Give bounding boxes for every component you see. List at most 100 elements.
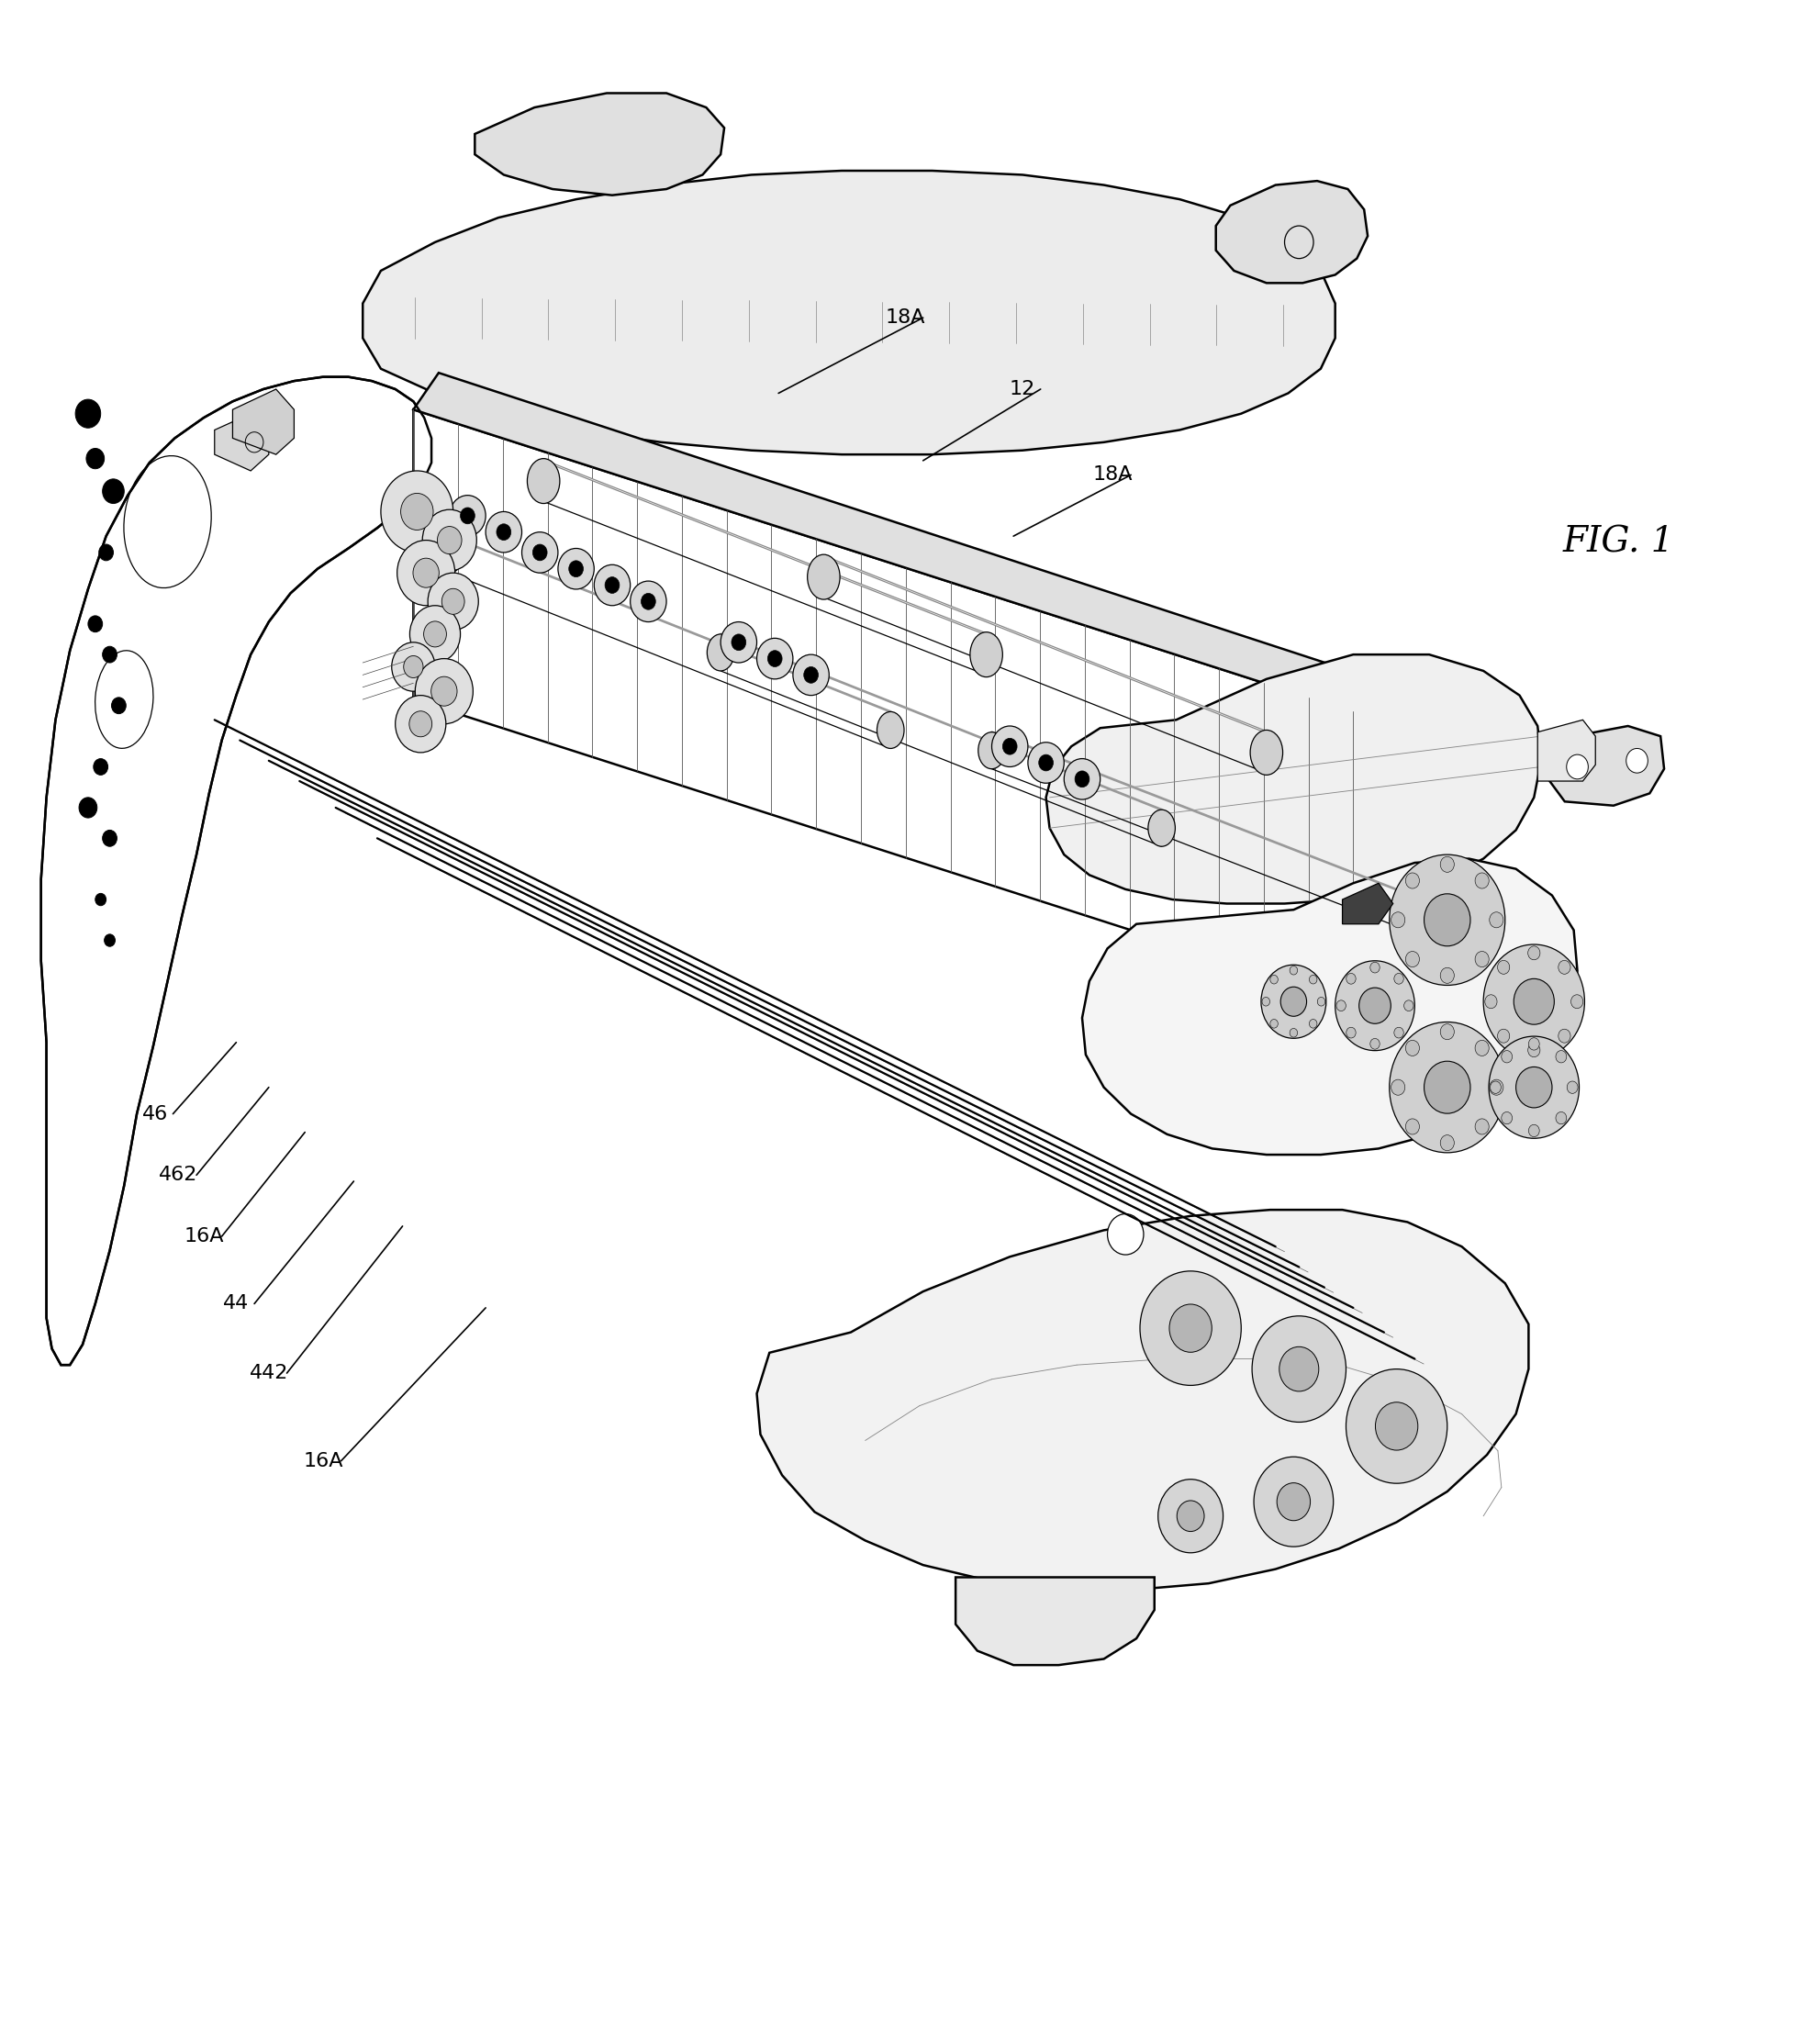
Circle shape <box>1528 946 1540 961</box>
Circle shape <box>1370 1038 1379 1049</box>
Circle shape <box>396 540 454 605</box>
Text: 442: 442 <box>250 1363 288 1382</box>
Circle shape <box>1176 1500 1204 1531</box>
Circle shape <box>1075 771 1090 787</box>
Circle shape <box>1441 856 1453 873</box>
Circle shape <box>1336 1000 1347 1012</box>
Text: 16A: 16A <box>302 1451 342 1470</box>
Circle shape <box>424 621 447 648</box>
Polygon shape <box>1546 726 1663 805</box>
Polygon shape <box>413 409 1354 1002</box>
Circle shape <box>1528 1042 1540 1057</box>
Circle shape <box>1390 854 1506 985</box>
Ellipse shape <box>1148 809 1175 846</box>
Circle shape <box>804 666 818 683</box>
Circle shape <box>1309 1020 1318 1028</box>
Circle shape <box>1441 967 1453 983</box>
Text: 44: 44 <box>223 1294 250 1312</box>
Ellipse shape <box>1251 730 1283 775</box>
Circle shape <box>414 658 472 724</box>
Text: FIG. 1: FIG. 1 <box>1564 525 1674 560</box>
Circle shape <box>1370 963 1379 973</box>
Circle shape <box>1475 873 1490 889</box>
Polygon shape <box>413 372 1376 711</box>
Polygon shape <box>757 1210 1529 1590</box>
Circle shape <box>1490 1036 1578 1139</box>
Circle shape <box>80 797 98 818</box>
Text: 46: 46 <box>141 1104 168 1122</box>
Circle shape <box>1490 1081 1500 1094</box>
Circle shape <box>1271 1020 1278 1028</box>
Circle shape <box>532 544 547 560</box>
Ellipse shape <box>970 632 1003 677</box>
Polygon shape <box>362 172 1336 454</box>
Circle shape <box>1529 1124 1540 1136</box>
Circle shape <box>1405 1000 1414 1012</box>
Circle shape <box>1497 1028 1510 1042</box>
Circle shape <box>94 758 109 775</box>
Ellipse shape <box>436 536 463 572</box>
Polygon shape <box>42 376 431 1365</box>
Circle shape <box>767 650 782 666</box>
Circle shape <box>1280 1347 1319 1392</box>
Circle shape <box>1484 944 1584 1059</box>
Circle shape <box>594 564 630 605</box>
Circle shape <box>1262 997 1271 1006</box>
Circle shape <box>1003 738 1017 754</box>
Circle shape <box>1064 758 1100 799</box>
Circle shape <box>1497 961 1510 975</box>
Polygon shape <box>1082 858 1577 1155</box>
Circle shape <box>1390 1022 1506 1153</box>
Circle shape <box>103 830 118 846</box>
Circle shape <box>557 548 594 589</box>
Polygon shape <box>1538 719 1595 781</box>
Circle shape <box>485 511 521 552</box>
Circle shape <box>1566 754 1587 779</box>
Circle shape <box>568 560 583 576</box>
Circle shape <box>1490 1079 1504 1096</box>
Circle shape <box>1169 1304 1213 1353</box>
Circle shape <box>442 589 465 615</box>
Circle shape <box>105 934 116 946</box>
Circle shape <box>630 580 666 621</box>
Polygon shape <box>1216 182 1368 282</box>
Circle shape <box>1571 995 1584 1008</box>
Circle shape <box>1567 1081 1578 1094</box>
Circle shape <box>1108 1214 1144 1255</box>
Circle shape <box>605 576 619 593</box>
Circle shape <box>1276 1482 1310 1521</box>
Circle shape <box>1158 1480 1224 1553</box>
Circle shape <box>438 527 462 554</box>
Circle shape <box>1625 748 1647 773</box>
Circle shape <box>1502 1112 1513 1124</box>
Circle shape <box>1039 754 1053 771</box>
Circle shape <box>89 615 103 632</box>
Circle shape <box>793 654 829 695</box>
Polygon shape <box>215 413 268 470</box>
Circle shape <box>1028 742 1064 783</box>
Circle shape <box>1475 1118 1490 1134</box>
Circle shape <box>1558 961 1571 975</box>
Circle shape <box>1347 1028 1356 1038</box>
Text: 16A: 16A <box>185 1226 224 1245</box>
Circle shape <box>1336 961 1415 1051</box>
Circle shape <box>100 544 114 560</box>
Circle shape <box>1271 975 1278 983</box>
Circle shape <box>1347 973 1356 983</box>
Circle shape <box>1347 1369 1448 1484</box>
Text: 462: 462 <box>159 1165 197 1183</box>
Ellipse shape <box>1419 903 1446 940</box>
Circle shape <box>395 695 445 752</box>
Polygon shape <box>474 94 724 196</box>
Circle shape <box>1517 1067 1551 1108</box>
Circle shape <box>1475 950 1490 967</box>
Circle shape <box>103 646 118 662</box>
Circle shape <box>1394 973 1403 983</box>
Circle shape <box>992 726 1028 766</box>
Circle shape <box>731 634 746 650</box>
Circle shape <box>409 605 460 662</box>
Circle shape <box>460 507 474 523</box>
Polygon shape <box>1343 883 1394 924</box>
Ellipse shape <box>527 458 559 503</box>
Circle shape <box>1490 912 1504 928</box>
